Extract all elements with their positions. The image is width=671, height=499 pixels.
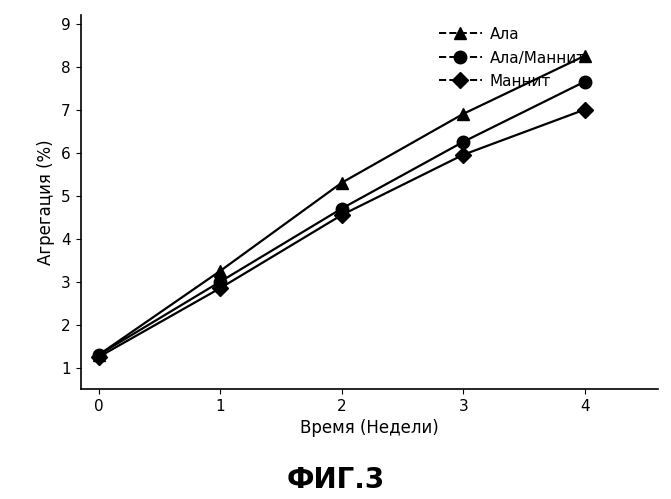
- Y-axis label: Агрегация (%): Агрегация (%): [38, 139, 56, 265]
- Legend: Ала, Ала/Маннит, Маннит: Ала, Ала/Маннит, Маннит: [434, 22, 590, 94]
- Text: ФИГ.3: ФИГ.3: [287, 466, 384, 494]
- X-axis label: Время (Недели): Время (Недели): [300, 420, 438, 438]
